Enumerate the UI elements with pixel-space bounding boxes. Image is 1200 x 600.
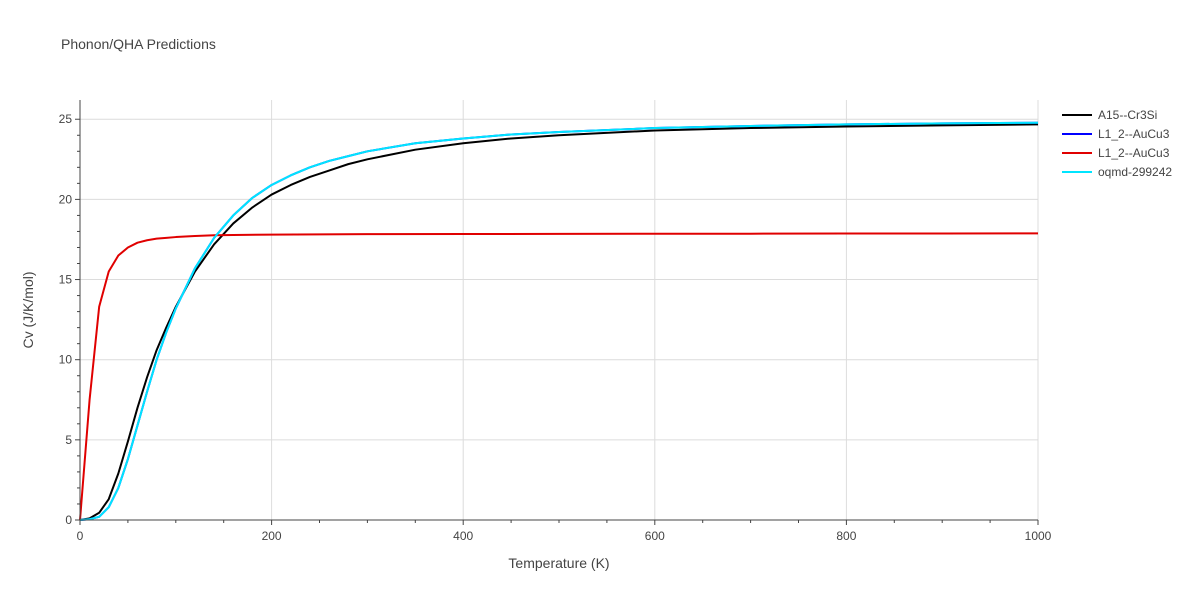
series-line-0 [79, 123, 1039, 521]
y-tick-label: 10 [59, 353, 73, 367]
chart-title: Phonon/QHA Predictions [61, 36, 216, 52]
legend[interactable]: A15--Cr3Si L1_2--AuCu3 L1_2--AuCu3 oqmd-299… [1062, 108, 1172, 179]
legend-item[interactable]: L1_2--AuCu3 [1062, 127, 1170, 141]
legend-item[interactable]: A15--Cr3Si [1062, 108, 1157, 122]
x-tick-label: 400 [453, 529, 473, 543]
series-line-3 [79, 121, 1039, 521]
y-tick-label: 0 [65, 513, 72, 527]
y-tick-label: 5 [65, 433, 72, 447]
legend-label: oqmd-299242 [1098, 165, 1172, 179]
x-tick-label: 200 [262, 529, 282, 543]
legend-label: L1_2--AuCu3 [1098, 127, 1170, 141]
x-tick-label: 1000 [1025, 529, 1052, 543]
x-tick-label: 0 [77, 529, 84, 543]
series-line-1 [79, 121, 1039, 521]
series-line-2 [79, 232, 1039, 521]
legend-item[interactable]: oqmd-299242 [1062, 165, 1172, 179]
y-tick-label: 15 [59, 273, 73, 287]
y-tick-label: 20 [59, 192, 73, 206]
series-layer [79, 121, 1039, 521]
y-axis-title: Cv (J/K/mol) [20, 272, 36, 349]
legend-item[interactable]: L1_2--AuCu3 [1062, 146, 1170, 160]
grid-layer [80, 100, 1039, 520]
legend-label: L1_2--AuCu3 [1098, 146, 1170, 160]
y-tick-label: 25 [59, 112, 73, 126]
x-axis-title: Temperature (K) [508, 555, 609, 571]
x-tick-label: 800 [836, 529, 856, 543]
axis-layer: 0 200 400 600 800 1000 0 5 10 15 20 25 [59, 100, 1052, 543]
x-tick-label: 600 [645, 529, 665, 543]
legend-label: A15--Cr3Si [1098, 108, 1157, 122]
